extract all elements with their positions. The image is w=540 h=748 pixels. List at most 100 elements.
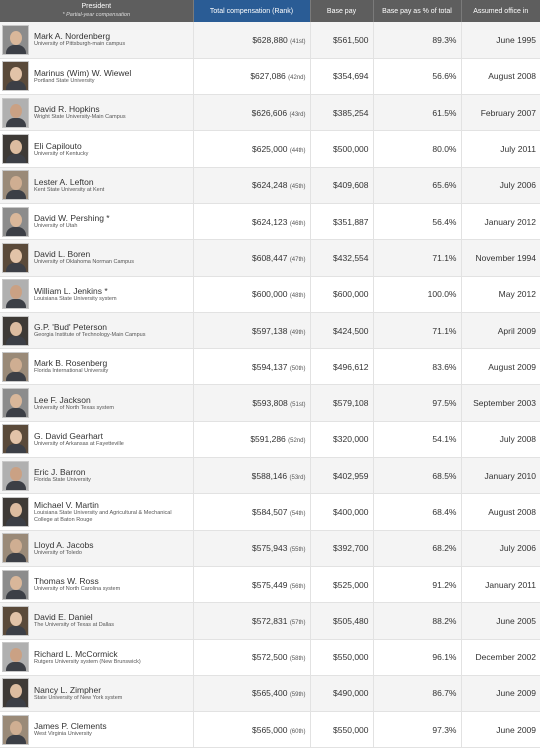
base-pct: 97.5% xyxy=(373,384,462,422)
president-name: Thomas W. Ross xyxy=(34,576,99,587)
president-photo xyxy=(2,497,29,527)
president-cell: Mark A. Nordenberg University of Pittsbur… xyxy=(0,22,194,59)
total-compensation: $608,447 xyxy=(251,252,288,263)
base-pct: 61.5% xyxy=(373,94,462,132)
rank: (56th) xyxy=(289,583,306,590)
president-name: David L. Boren xyxy=(34,249,91,260)
assumed-office: February 2007 xyxy=(461,94,540,132)
rank: (52nd) xyxy=(288,438,306,445)
president-photo xyxy=(2,605,29,636)
assumed-office: June 1995 xyxy=(461,22,540,59)
header-total-compensation[interactable]: Total compensation (Rank) xyxy=(193,0,311,22)
total-compensation: $575,449 xyxy=(251,579,288,590)
total-compensation-cell: $565,400 (59th) xyxy=(193,675,311,713)
total-compensation: $624,248 xyxy=(251,180,288,191)
president-cell: Lloyd A. Jacobs University of Toledo xyxy=(0,530,194,567)
total-compensation-cell: $575,449 (56th) xyxy=(193,566,311,604)
president-name: Mark B. Rosenberg xyxy=(34,358,108,369)
rank: (45th) xyxy=(289,184,306,191)
table-row: David L. Boren University of Oklahoma Nor… xyxy=(0,239,540,277)
president-name: Richard L. McCormick xyxy=(34,648,118,659)
president-cell: Lee F. Jackson University of North Texas … xyxy=(0,384,194,422)
president-photo xyxy=(2,569,29,600)
total-compensation-cell: $624,248 (45th) xyxy=(193,167,311,204)
table-row: David E. Daniel The University of Texas a… xyxy=(0,602,540,640)
institution-name: The University of Texas at Dallas xyxy=(34,622,114,629)
base-pay: $392,700 xyxy=(310,530,374,567)
base-pay: $496,612 xyxy=(310,348,374,386)
table-row: G. David Gearhart University of Arkansas … xyxy=(0,421,540,459)
table-row: James P. Clements West Virginia Universit… xyxy=(0,711,540,748)
total-compensation-cell: $625,000 (44th) xyxy=(193,130,311,168)
president-photo xyxy=(2,242,29,273)
president-cell: Eli Capilouto University of Kentucky xyxy=(0,130,194,168)
base-pay: $424,500 xyxy=(310,312,374,350)
header-president[interactable]: President * Partial-year compensation xyxy=(0,0,194,22)
base-pay: $432,554 xyxy=(310,239,374,277)
table-row: Marinus (Wim) W. Wiewel Portland State Un… xyxy=(0,58,540,96)
president-cell: Michael V. Martin Louisiana State Univers… xyxy=(0,493,194,531)
total-compensation: $597,138 xyxy=(251,325,288,336)
header-base-pay[interactable]: Base pay xyxy=(310,0,374,22)
president-name: Lester A. Lefton xyxy=(34,176,94,187)
president-photo xyxy=(2,97,29,128)
total-compensation: $624,123 xyxy=(251,216,288,227)
partial-year-note: * Partial-year compensation xyxy=(62,12,131,18)
base-pay: $550,000 xyxy=(310,711,374,748)
president-name: Eric J. Barron xyxy=(34,467,86,478)
rank: (44th) xyxy=(289,148,306,155)
president-cell: Thomas W. Ross University of North Caroli… xyxy=(0,566,194,604)
institution-name: University of Pittsburgh-main campus xyxy=(34,41,126,48)
president-photo xyxy=(2,460,29,491)
president-photo xyxy=(2,61,29,92)
institution-name: Georgia Institute of Technology-Main Cam… xyxy=(34,332,146,339)
rank: (51st) xyxy=(290,402,306,409)
president-photo xyxy=(2,206,29,237)
institution-name: Florida State University xyxy=(34,477,91,484)
institution-name: Louisiana State University and Agricultu… xyxy=(34,510,172,523)
rank: (57th) xyxy=(289,619,306,626)
president-photo xyxy=(2,351,29,382)
president-name: David W. Pershing * xyxy=(34,213,110,224)
table-row: Lee F. Jackson University of North Texas … xyxy=(0,384,540,422)
base-pay: $351,887 xyxy=(310,203,374,241)
institution-name: University of Oklahoma Norman Campus xyxy=(34,259,134,266)
institution-name: Wright State University-Main Campus xyxy=(34,114,126,121)
president-photo xyxy=(2,642,29,673)
president-name: David E. Daniel xyxy=(34,612,93,623)
header-base-pct[interactable]: Base pay as % of total xyxy=(373,0,462,22)
base-pct: 100.0% xyxy=(373,276,462,313)
table-row: G.P. 'Bud' Peterson Georgia Institute of … xyxy=(0,312,540,350)
president-name: Marinus (Wim) W. Wiewel xyxy=(34,67,132,78)
base-pct: 65.6% xyxy=(373,167,462,204)
table-row: Lloyd A. Jacobs University of Toledo $575,… xyxy=(0,530,540,567)
institution-name: Florida International University xyxy=(34,368,109,375)
rank: (58th) xyxy=(289,656,306,663)
total-compensation-cell: $572,500 (58th) xyxy=(193,639,311,676)
total-compensation-cell: $594,137 (50th) xyxy=(193,348,311,386)
total-compensation-cell: $591,286 (52nd) xyxy=(193,421,311,459)
president-cell: Eric J. Barron Florida State University xyxy=(0,457,194,495)
rank: (59th) xyxy=(289,692,306,699)
base-pay: $402,959 xyxy=(310,457,374,495)
table-row: Thomas W. Ross University of North Caroli… xyxy=(0,566,540,604)
president-cell: Marinus (Wim) W. Wiewel Portland State Un… xyxy=(0,58,194,96)
president-name: Eli Capilouto xyxy=(34,140,82,151)
president-cell: David R. Hopkins Wright State University-… xyxy=(0,94,194,132)
assumed-office: April 2009 xyxy=(461,312,540,350)
base-pct: 80.0% xyxy=(373,130,462,168)
base-pay: $561,500 xyxy=(310,22,374,59)
total-compensation: $572,831 xyxy=(251,615,288,626)
base-pay: $579,108 xyxy=(310,384,374,422)
base-pct: 68.2% xyxy=(373,530,462,567)
president-name: G. David Gearhart xyxy=(34,430,103,441)
header-assumed-office[interactable]: Assumed office in xyxy=(461,0,540,22)
president-photo xyxy=(2,170,29,201)
base-pay: $525,000 xyxy=(310,566,374,604)
assumed-office: July 2008 xyxy=(461,421,540,459)
rank: (47th) xyxy=(289,256,306,263)
president-name: James P. Clements xyxy=(34,721,107,732)
president-photo xyxy=(2,24,29,55)
base-pct: 88.2% xyxy=(373,602,462,640)
rank: (50th) xyxy=(289,365,306,372)
